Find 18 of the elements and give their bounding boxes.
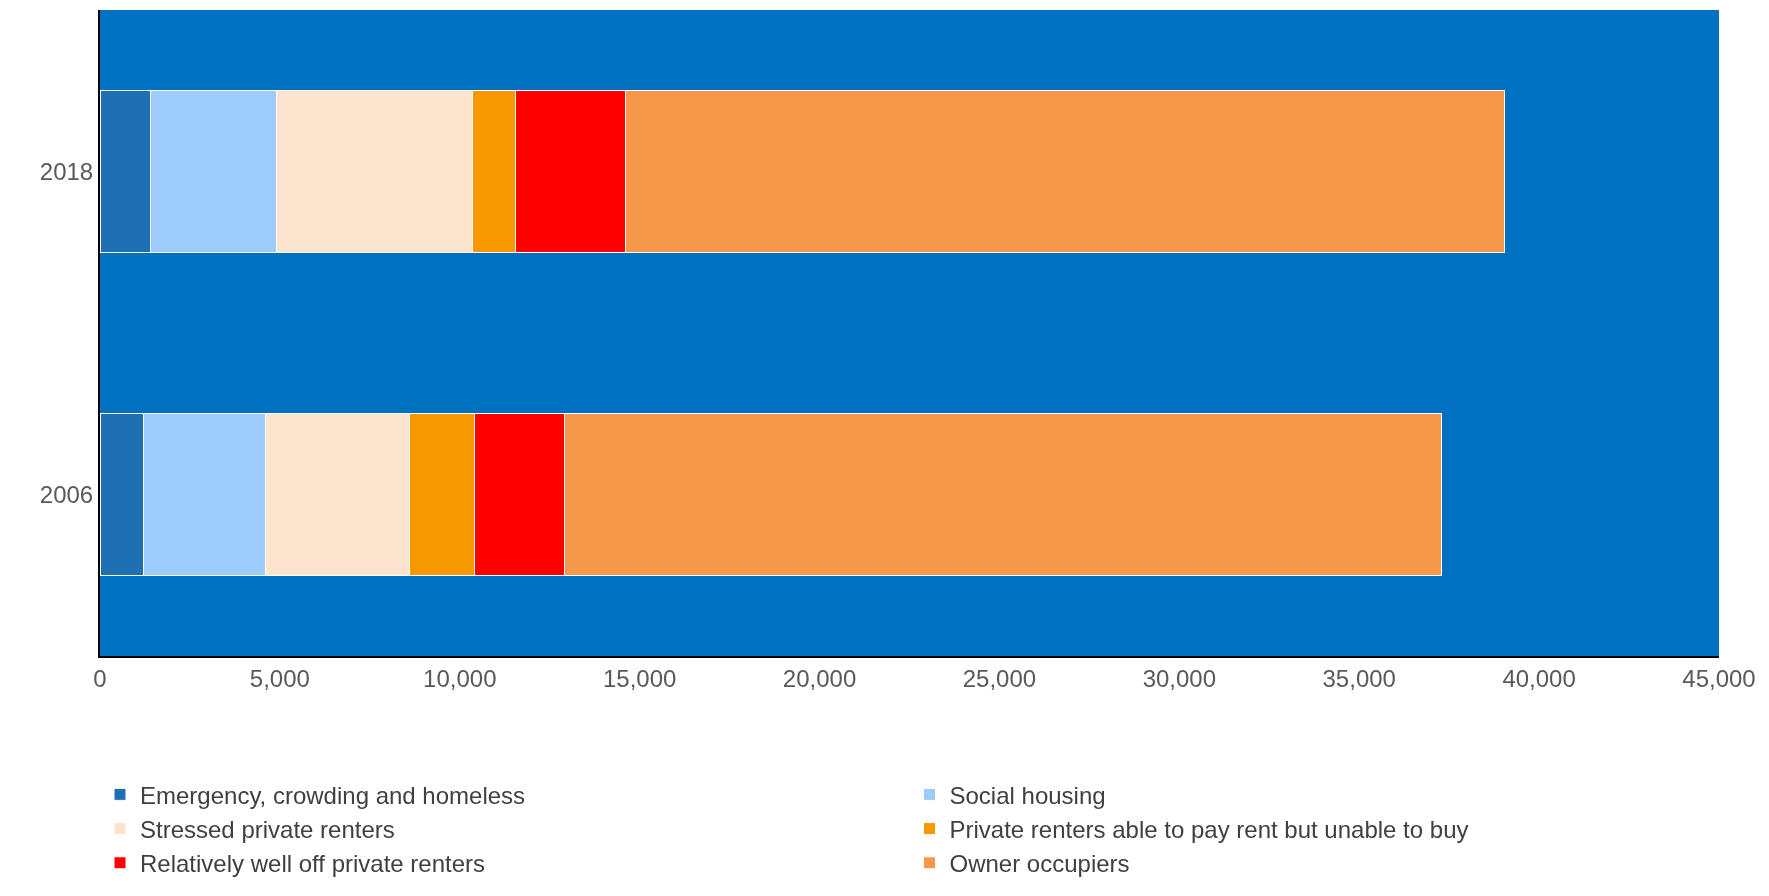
legend-label: Social housing <box>949 781 1106 809</box>
x-tick-label: 30,000 <box>1142 664 1217 692</box>
x-tick-label: 5,000 <box>249 664 310 692</box>
legend-label: Emergency, crowding and homeless <box>140 781 526 809</box>
x-tick-label: 20,000 <box>782 664 857 692</box>
legend-label: Owner occupiers <box>949 850 1130 878</box>
x-tick-label: 40,000 <box>1502 664 1576 692</box>
x-tick-label: 10,000 <box>423 664 497 692</box>
x-tick-label: 15,000 <box>602 664 677 692</box>
y-tick-label: 2006 <box>39 480 94 508</box>
legend-label: Relatively well off private renters <box>140 850 486 878</box>
legend-label: Stressed private renters <box>140 815 395 843</box>
legend-label: Private renters able to pay rent but unable to buy <box>949 815 1469 843</box>
y-tick-label: 2018 <box>39 157 94 185</box>
x-tick-label: 25,000 <box>962 664 1037 692</box>
x-tick-label: 35,000 <box>1322 664 1396 692</box>
x-tick-label: 45,000 <box>1682 664 1756 692</box>
x-tick-label: 0 <box>93 664 107 692</box>
